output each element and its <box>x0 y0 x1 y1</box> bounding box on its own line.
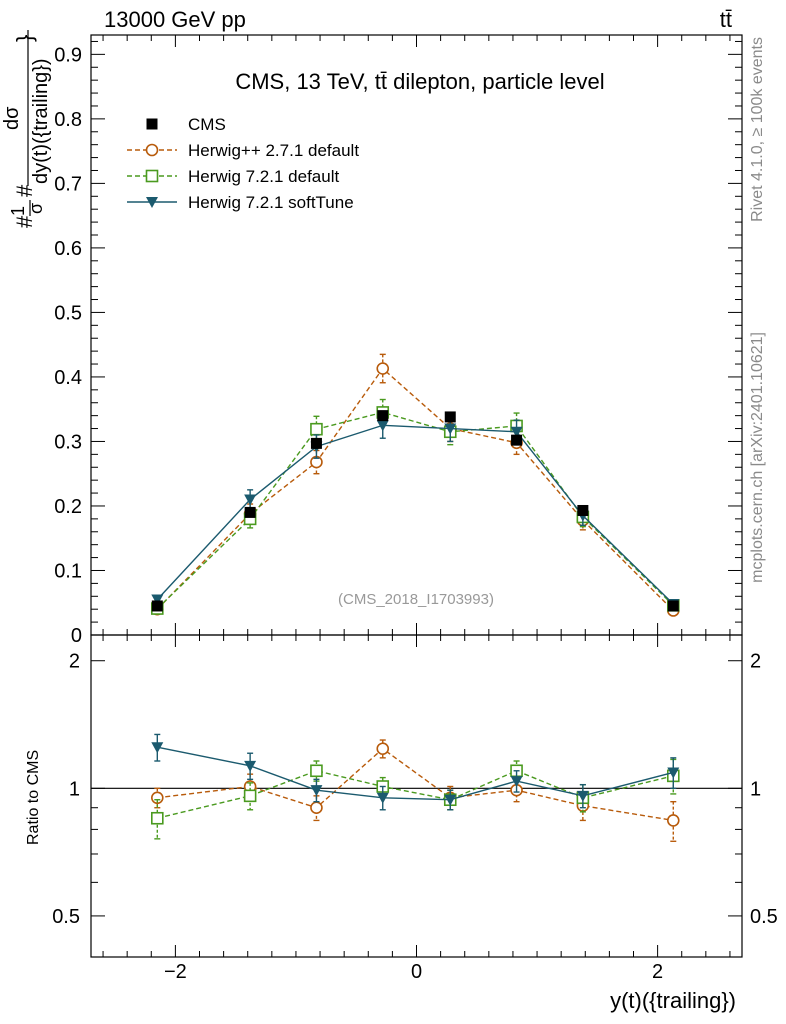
y-tick-label: 0.5 <box>54 302 82 324</box>
y-tick-label: 0.9 <box>54 44 82 66</box>
herwig-2-7-1-default-ratio-point <box>310 801 323 815</box>
herwig-7-2-1-softtune-ratio-point <box>444 794 457 806</box>
herwig-7-2-1-default-point <box>310 422 323 436</box>
herwig-7-2-1-softtune-point <box>244 494 257 506</box>
legend-label-herwig-7-2-1-default: Herwig 7.2.1 default <box>188 167 339 186</box>
process-label: tt̄ <box>720 7 732 32</box>
ratio-series-layer <box>151 733 680 842</box>
y-tick-label: 0.7 <box>54 173 82 195</box>
herwig-7-2-1-softtune-point <box>376 420 389 432</box>
main-series-layer <box>151 353 680 617</box>
herwig-2-7-1-default-ratio-line <box>157 747 674 822</box>
y-tick-label: 0.1 <box>54 560 82 582</box>
ratio-tick-label-right: 2 <box>750 651 761 673</box>
herwig-7-2-1-softtune-ratio-point <box>576 790 589 802</box>
ratio-tick-label-right: 1 <box>750 778 761 800</box>
legend-marker-herwig-2-7-1-default <box>145 143 159 157</box>
y-axis-label: # 1 σ # dσ dy(t)({trailing}) } <box>1 30 52 228</box>
legend-label-herwig-7-2-1-softtune: Herwig 7.2.1 softTune <box>188 193 354 212</box>
herwig-7-2-1-softtune-ratio-point <box>667 767 680 779</box>
cms-point <box>151 600 163 612</box>
herwig-2-7-1-default-ratio-point <box>376 742 390 756</box>
herwig-7-2-1-softtune-point <box>444 423 457 435</box>
herwig-7-2-1-default-ratio-point <box>151 811 164 825</box>
ratio-tick-label-right: 0.5 <box>750 906 778 928</box>
cms-point <box>444 411 456 423</box>
y-tick-label: 0.3 <box>54 431 82 453</box>
x-tick-label: 0 <box>411 961 422 983</box>
mcplots-label: mcplots.cern.ch [arXiv:2401.10621] <box>749 332 766 583</box>
y-label-mid: # <box>12 184 37 197</box>
herwig-7-2-1-default-ratio-point <box>243 789 257 803</box>
ratio-tick-label: 2 <box>69 651 80 673</box>
legend-marker-herwig-7-2-1-softtune <box>146 197 158 208</box>
herwig-2-7-1-default-ratio-point <box>666 814 680 827</box>
herwig-7-2-1-default-ratio-line <box>157 770 674 819</box>
herwig-7-2-1-softtune-line <box>156 424 674 605</box>
ratio-y-label: Ratio to CMS <box>25 750 42 845</box>
ratio-tick-label: 1 <box>69 778 80 800</box>
y-label-suffix: } <box>12 35 37 42</box>
cms-point <box>511 434 523 446</box>
axis-ticks: −2 0 2 0 0.1 0.2 0.3 0.4 0.5 0.6 0.7 0.8 0.9 0.5 0.5 1 1… <box>52 35 778 983</box>
beam-energy-label: 13000 GeV pp <box>104 7 246 32</box>
herwig-2-7-1-default-line <box>156 367 674 611</box>
herwig-2-7-1-default-point <box>376 362 390 375</box>
cms-point <box>377 410 389 422</box>
y-tick-label: 0.2 <box>54 496 82 518</box>
legend-marker-herwig-7-2-1-default <box>145 169 159 183</box>
ratio-plot-frame <box>90 634 743 958</box>
herwig-7-2-1-softtune-point <box>151 594 164 606</box>
herwig-7-2-1-softtune-ratio-point <box>310 785 323 797</box>
legend-marker-cms <box>146 118 158 130</box>
herwig-2-7-1-default-ratio-point <box>151 791 164 805</box>
herwig-7-2-1-softtune-ratio-point <box>510 776 523 788</box>
y-tick-label: 0.6 <box>54 238 82 260</box>
y-tick-label: 0.8 <box>54 109 82 131</box>
herwig-7-2-1-softtune-point <box>510 426 523 438</box>
cms-point <box>577 504 589 516</box>
herwig-7-2-1-softtune-ratio-line <box>157 746 674 801</box>
y-label-den2: dy(t)({trailing}) <box>30 58 52 184</box>
legend: CMS Herwig++ 2.7.1 default Herwig 7.2.1 de… <box>127 115 359 212</box>
herwig-7-2-1-softtune-ratio-point <box>244 760 257 772</box>
herwig-7-2-1-default-ratio-point <box>310 764 323 778</box>
y-label-num2: dσ <box>1 106 23 130</box>
y-tick-label: 0.4 <box>54 367 82 389</box>
herwig-7-2-1-softtune-ratio-point <box>151 742 164 754</box>
rivet-version-label: Rivet 4.1.0, ≥ 100k events <box>749 37 766 222</box>
cms-point <box>310 437 322 449</box>
ratio-tick-label: 0.5 <box>52 906 80 928</box>
x-tick-label: −2 <box>164 961 187 983</box>
herwig-7-2-1-softtune-ratio-point <box>376 792 389 804</box>
x-tick-label: 2 <box>652 961 663 983</box>
legend-label-herwig-2-7-1-default: Herwig++ 2.7.1 default <box>188 141 359 160</box>
y-label-prefix: # <box>12 215 37 228</box>
cms-point <box>667 600 679 612</box>
analysis-watermark: (CMS_2018_I1703993) <box>338 591 494 608</box>
cms-point <box>244 506 256 518</box>
x-axis-label: y(t)({trailing}) <box>610 988 736 1013</box>
chart-title: CMS, 13 TeV, tt̄ dilepton, particle leve… <box>235 69 604 94</box>
legend-label-cms: CMS <box>188 115 226 134</box>
herwig-7-2-1-default-line <box>156 411 674 610</box>
y-label-num1: 1 <box>8 206 28 216</box>
y-label-den1: σ <box>26 203 46 214</box>
y-tick-label: 0 <box>71 625 82 647</box>
